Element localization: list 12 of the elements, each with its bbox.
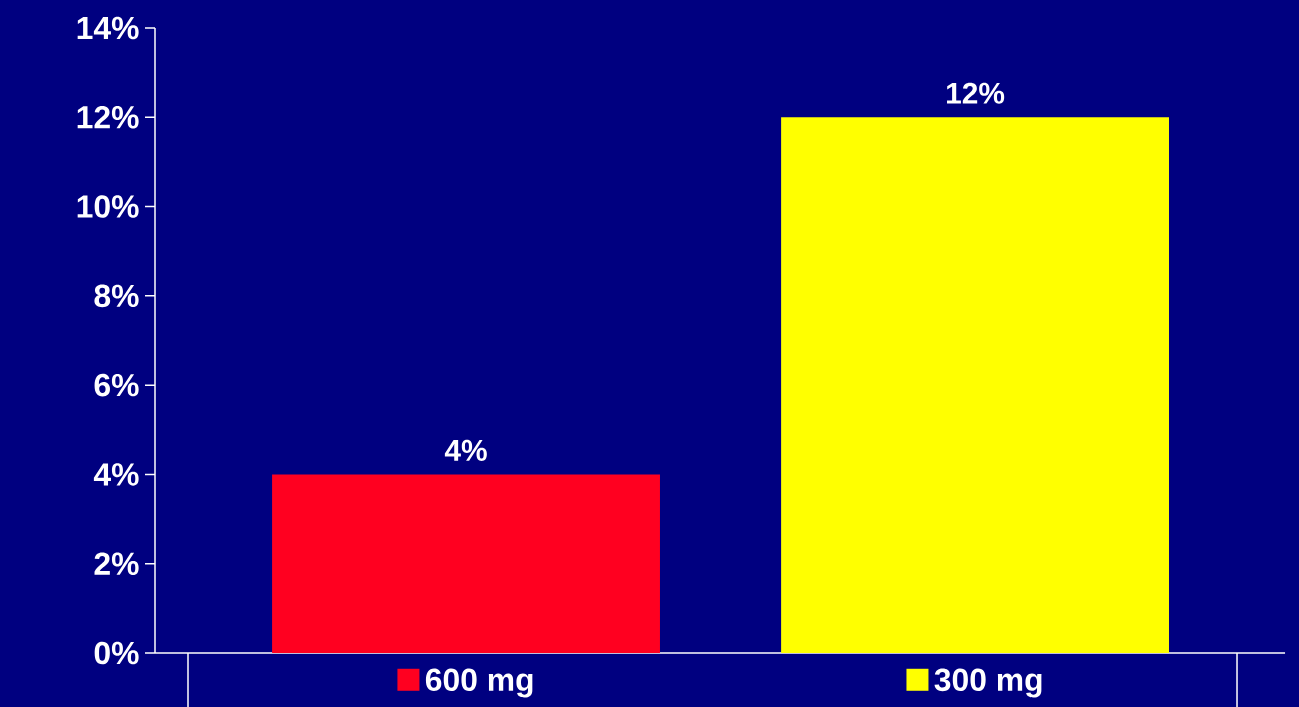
x-tick-label: 300 mg bbox=[934, 668, 1042, 698]
y-tick-label: 12% bbox=[77, 106, 139, 129]
y-tick-label: 2% bbox=[94, 552, 139, 575]
y-tick-label: 6% bbox=[94, 373, 139, 397]
data-label: 12% bbox=[947, 82, 1005, 104]
x-tick-label: 600 mg bbox=[425, 668, 533, 698]
y-tick-label: 4% bbox=[93, 463, 139, 486]
y-tick-label: 10% bbox=[77, 195, 139, 218]
y-tick-label: 14% bbox=[77, 16, 139, 40]
data-label: 4% bbox=[444, 439, 487, 461]
y-tick-label: 0% bbox=[94, 641, 139, 665]
y-tick-label: 8% bbox=[94, 284, 139, 308]
